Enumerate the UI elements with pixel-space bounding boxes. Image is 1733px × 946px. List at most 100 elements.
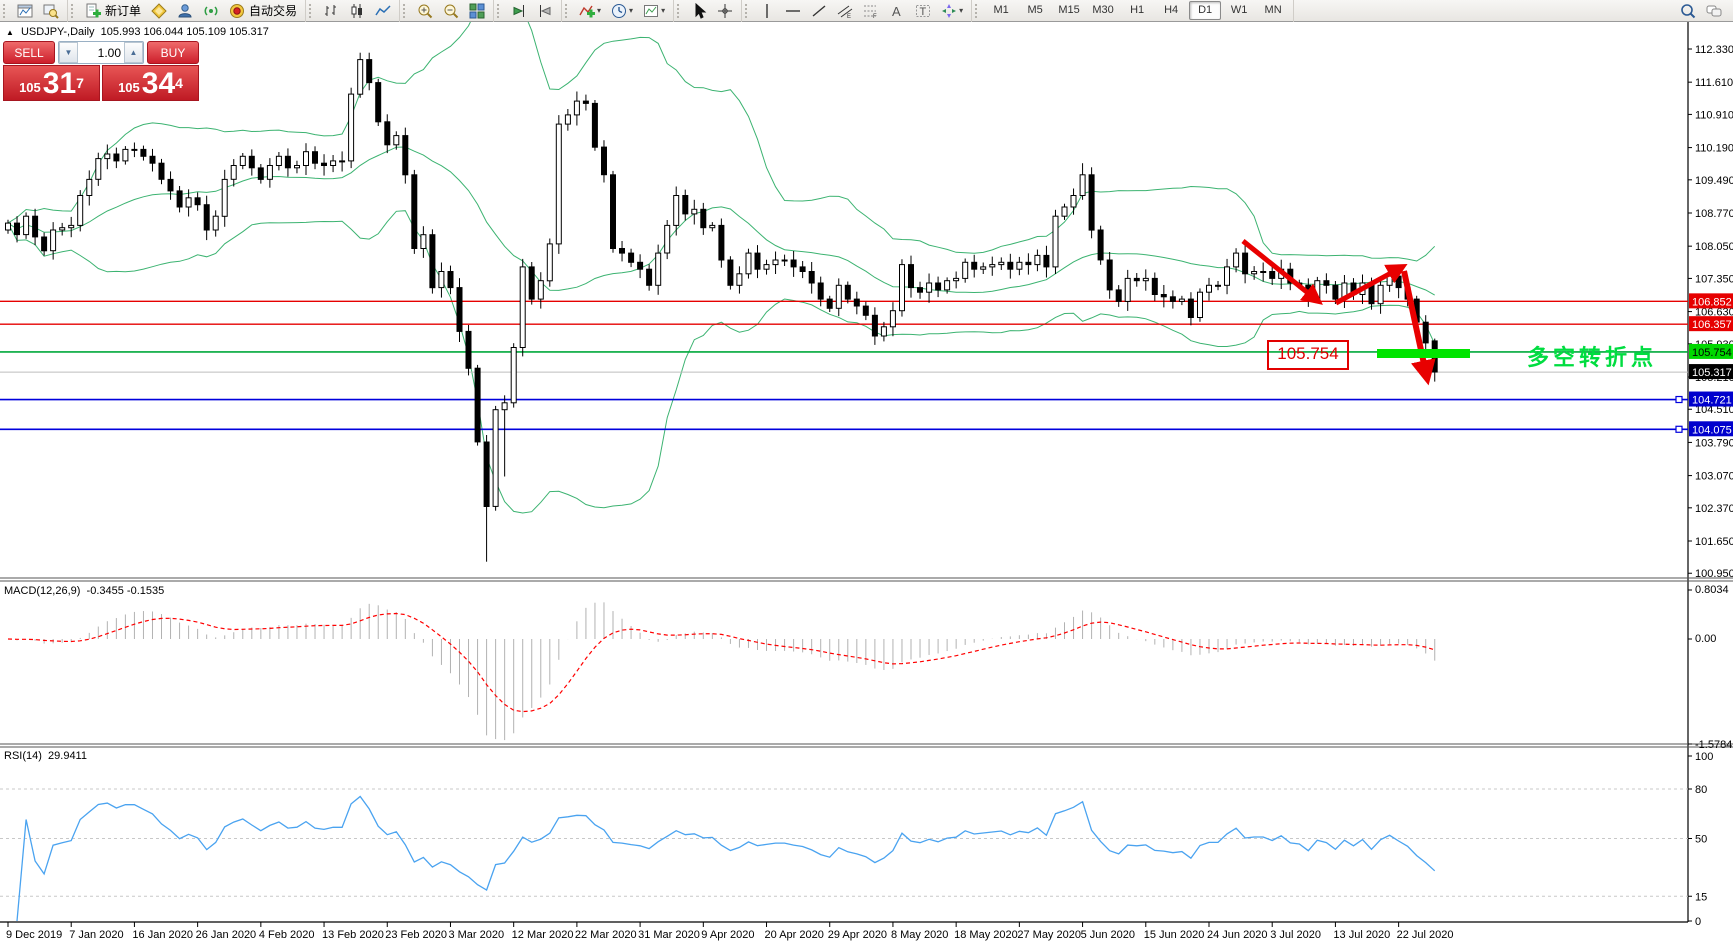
bars-chart-button[interactable]: [319, 1, 343, 21]
cursor-icon: [695, 2, 707, 19]
panel-collapse-icon[interactable]: ▲: [6, 28, 14, 37]
line-chart-button[interactable]: [371, 1, 395, 21]
toolbar-grip: [497, 3, 503, 18]
chart-shift-button[interactable]: [533, 1, 557, 21]
rsi-indicator-label: RSI(14) 29.9411: [4, 750, 87, 762]
search-button[interactable]: [1676, 1, 1700, 21]
sell-price-sup: 7: [76, 75, 84, 91]
svg-text:102.370: 102.370: [1695, 503, 1733, 515]
sell-price-big: 31: [42, 67, 77, 100]
buy-button[interactable]: BUY: [147, 41, 199, 64]
volume-input[interactable]: [78, 42, 124, 63]
toolbar-group: E F A T ▾: [742, 0, 973, 22]
svg-text:22 Jul 2020: 22 Jul 2020: [1397, 929, 1454, 941]
timeframe-D1[interactable]: D1: [1189, 1, 1222, 20]
timeframe-M15[interactable]: M15: [1058, 4, 1080, 16]
periods-button[interactable]: ▾: [607, 1, 637, 21]
volume-decrease-button[interactable]: ▼: [59, 42, 78, 63]
pivot-zone-label[interactable]: 多空转折点: [1527, 345, 1658, 370]
chart-window-icon: [17, 4, 33, 17]
metaeditor-button[interactable]: [147, 1, 171, 21]
signals-button[interactable]: [199, 1, 223, 21]
templates-button[interactable]: ▾: [639, 1, 669, 21]
crosshair-button[interactable]: [713, 1, 737, 21]
toolbar-group: ▾ ▾ ▾: [562, 0, 675, 22]
price-level-callout[interactable]: 105.754: [1267, 340, 1349, 370]
svg-text:105.317: 105.317: [1692, 367, 1732, 379]
timeframe-M1[interactable]: M1: [993, 4, 1009, 16]
indicators-icon: [579, 5, 596, 17]
timeframe-W1[interactable]: W1: [1230, 4, 1248, 16]
line-chart-icon: [375, 4, 391, 15]
channel-icon: E: [837, 5, 853, 19]
sell-price-button[interactable]: 105 31 7: [3, 65, 100, 101]
indicators-button[interactable]: ▾: [575, 1, 605, 21]
templates-icon: [644, 4, 659, 17]
profiles-icon: [43, 4, 59, 19]
bars-chart-icon: [325, 4, 337, 16]
text-label-button[interactable]: T: [911, 1, 935, 21]
svg-text:109.490: 109.490: [1695, 175, 1733, 187]
timeframe-M5[interactable]: M5: [1027, 4, 1043, 16]
svg-text:27 May 2020: 27 May 2020: [1017, 929, 1081, 941]
ohlc-values: 105.993 106.044 105.109 105.317: [100, 26, 269, 38]
timeframe-toolbar: M1 M5 M15 M30 H1 H4 D1 W1 MN: [972, 0, 1295, 22]
buy-price-big: 34: [141, 67, 176, 100]
timeframe-MN[interactable]: MN: [1264, 4, 1282, 16]
zoom-in-button[interactable]: [413, 1, 437, 21]
toolbar-group: [494, 0, 563, 22]
profiles-button[interactable]: [39, 1, 63, 21]
svg-text:9 Apr 2020: 9 Apr 2020: [701, 929, 754, 941]
signals-icon: [204, 5, 218, 16]
timeframe-H1[interactable]: H1: [1130, 4, 1145, 16]
svg-text:3 Jul 2020: 3 Jul 2020: [1270, 929, 1321, 941]
volume-increase-button[interactable]: ▲: [124, 42, 143, 63]
vline-icon: [766, 3, 768, 18]
svg-text:106.357: 106.357: [1692, 319, 1732, 331]
community-button[interactable]: [173, 1, 197, 21]
crosshair-icon: [718, 3, 733, 18]
candles-chart-button[interactable]: [345, 1, 369, 21]
svg-text:100.950: 100.950: [1695, 568, 1733, 580]
svg-text:0.8034: 0.8034: [1695, 584, 1729, 596]
svg-text:A: A: [892, 4, 901, 19]
trendline-button[interactable]: [807, 1, 831, 21]
tile-windows-button[interactable]: [465, 1, 489, 21]
community-icon: [178, 3, 192, 17]
svg-text:103.070: 103.070: [1695, 471, 1733, 483]
chart-shift-icon: [540, 4, 551, 17]
fibonacci-button[interactable]: F: [859, 1, 883, 21]
svg-text:24 Jun 2020: 24 Jun 2020: [1207, 929, 1268, 941]
zoom-out-icon: [444, 4, 459, 18]
svg-text:T: T: [920, 6, 927, 18]
svg-text:20 Apr 2020: 20 Apr 2020: [765, 929, 824, 941]
text-icon: A: [892, 4, 901, 19]
timeframe-H4[interactable]: H4: [1164, 4, 1179, 16]
chart-canvas[interactable]: 112.330 111.610 110.910 110.190 109.490 108.7…: [0, 22, 1733, 946]
timeframe-M30[interactable]: M30: [1092, 4, 1114, 16]
text-button[interactable]: A: [885, 1, 909, 21]
chart-window-button[interactable]: [13, 1, 37, 21]
hline-button[interactable]: [781, 1, 805, 21]
chat-icon: [1706, 5, 1722, 16]
sell-button[interactable]: SELL: [3, 41, 55, 64]
toolbar-group: [0, 0, 68, 22]
svg-text:15 Jun 2020: 15 Jun 2020: [1144, 929, 1205, 941]
cursor-button[interactable]: [687, 1, 711, 21]
metaeditor-icon: [151, 2, 167, 19]
new-order-button[interactable]: 新订单: [81, 1, 145, 21]
zoom-out-button[interactable]: [439, 1, 463, 21]
autotrading-button[interactable]: 自动交易: [225, 1, 301, 21]
svg-text:101.650: 101.650: [1695, 536, 1733, 548]
svg-text:F: F: [873, 14, 877, 19]
svg-text:26 Jan 2020: 26 Jan 2020: [196, 929, 257, 941]
auto-scroll-button[interactable]: [507, 1, 531, 21]
toolbar-group: [674, 0, 743, 22]
vline-button[interactable]: [755, 1, 779, 21]
buy-price-button[interactable]: 105 34 4: [102, 65, 199, 101]
channel-button[interactable]: E: [833, 1, 857, 21]
toolbar-group: 新订单 自动交易: [68, 0, 307, 22]
arrows-button[interactable]: ▾: [937, 1, 967, 21]
svg-text:108.050: 108.050: [1695, 241, 1733, 253]
chat-button[interactable]: [1702, 1, 1726, 21]
